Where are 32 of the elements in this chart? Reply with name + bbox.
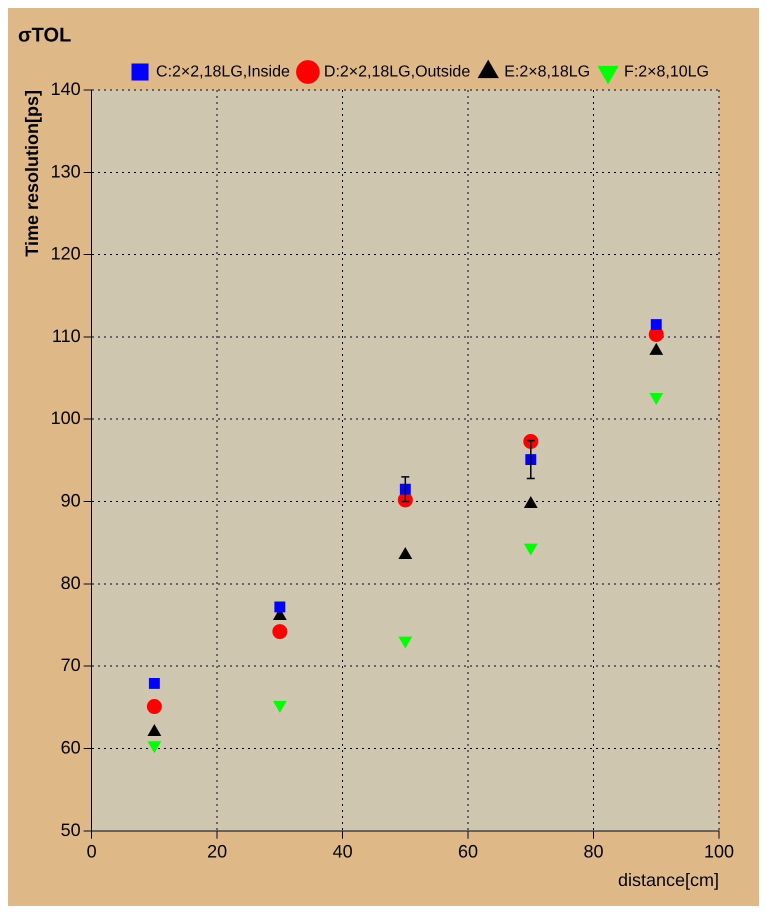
point — [398, 636, 412, 648]
point — [148, 678, 160, 689]
chart-title: σTOL — [18, 24, 72, 47]
y-tick-label: 120 — [50, 244, 81, 264]
x-tick-label: 40 — [332, 842, 353, 862]
y-axis-title: Time resolution[ps] — [22, 90, 42, 257]
legend-label: C:2×2,18LG,Inside — [156, 63, 290, 80]
x-tick-label: 100 — [704, 842, 734, 862]
y-tick-label: 90 — [60, 490, 81, 511]
x-tick-label: 60 — [458, 842, 478, 862]
point — [274, 601, 286, 612]
point — [273, 700, 286, 712]
point — [148, 741, 161, 753]
point — [650, 343, 663, 355]
legend-label: E:2×8,18LG — [504, 63, 590, 80]
point — [650, 319, 662, 330]
y-tick-label: 70 — [60, 655, 81, 676]
point — [146, 699, 162, 714]
x-tick-label: 80 — [584, 842, 604, 862]
y-tick-label: 50 — [60, 820, 81, 840]
y-tick-label: 100 — [50, 408, 81, 428]
legend-label: F:2×8,10LG — [624, 63, 710, 80]
y-tick-label: 60 — [60, 737, 81, 758]
x-tick-label: 20 — [207, 842, 228, 862]
x-axis-title: distance[cm] — [618, 870, 719, 890]
y-tick-label: 130 — [50, 161, 81, 182]
point — [272, 624, 288, 640]
legend-label: D:2×2,18LG,Outside — [324, 63, 470, 80]
y-tick-label: 110 — [52, 326, 81, 346]
y-tick-label: 140 — [50, 78, 81, 99]
y-tick-label: 80 — [60, 572, 81, 593]
x-tick-label: 0 — [86, 842, 97, 862]
